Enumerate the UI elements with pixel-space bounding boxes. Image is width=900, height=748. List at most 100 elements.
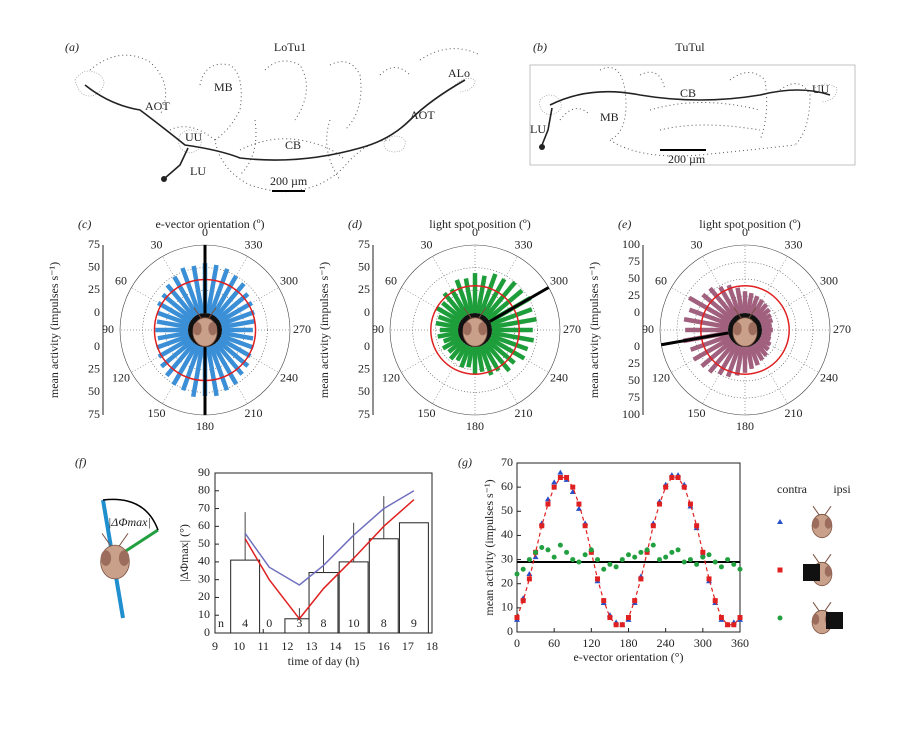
x-tick-label: 360 [731, 636, 749, 650]
polar-title: light spot position (º) [699, 217, 800, 231]
marker [582, 552, 588, 558]
head-icon [462, 307, 488, 347]
panel-title: LoTu1 [274, 40, 306, 54]
marker [675, 547, 681, 553]
marker [539, 523, 545, 529]
polar-bar [481, 343, 501, 372]
polar-bar [463, 278, 475, 314]
angle-label: 60 [385, 273, 397, 287]
spoke [432, 256, 467, 316]
y-tick-label: 20 [198, 589, 210, 603]
polar-bar [491, 316, 537, 330]
angle-label: 90 [642, 322, 654, 336]
mean-circle [430, 285, 520, 375]
polar-bar [688, 307, 730, 327]
antenna [747, 307, 757, 320]
direction-line [488, 286, 550, 323]
polar-bar [157, 336, 192, 359]
marker [725, 622, 731, 628]
angle-label: 0 [202, 225, 208, 239]
polar-bar [754, 341, 769, 357]
antenna [477, 307, 487, 320]
eye [732, 322, 742, 336]
polar-bar [449, 288, 469, 317]
marker [607, 615, 613, 621]
x-tick-label: 0 [514, 636, 520, 650]
marker [613, 622, 619, 628]
marker [663, 484, 669, 490]
polar-bar [208, 345, 230, 392]
polar-bar [435, 320, 459, 330]
legend-header: contra [777, 482, 808, 496]
angle-label: 120 [652, 370, 670, 384]
polar-bar [700, 339, 734, 369]
polar-bar [180, 345, 202, 392]
n-label: 9 [411, 616, 417, 630]
polar-bar [745, 346, 755, 370]
polar-bar [760, 333, 772, 342]
polar-bar [490, 307, 533, 327]
r-tick-label: 0 [634, 305, 640, 319]
polar-bar [683, 317, 729, 330]
r-tick-label: 75 [88, 237, 100, 251]
marker [687, 501, 693, 507]
x-axis-label: e-vector orientation (°) [573, 650, 683, 664]
angle-label: 330 [245, 238, 263, 252]
angle-label: 180 [736, 419, 754, 433]
region-label: UU [812, 82, 830, 96]
polar-bar [218, 336, 252, 359]
polar-bar [191, 346, 205, 398]
marker [545, 547, 551, 553]
polar-bar [214, 282, 246, 319]
marker [706, 552, 712, 558]
y-axis-label: mean activity (impulses s⁻¹) [47, 262, 61, 398]
eye [118, 550, 130, 566]
r-tick-label: 50 [628, 271, 640, 285]
polar-bar [734, 346, 745, 376]
polar-bar [687, 295, 732, 324]
polar-bar [745, 292, 754, 314]
angle-label: 180 [196, 419, 214, 433]
angle-label: 270 [563, 322, 581, 336]
polar-bar [155, 333, 190, 350]
marker [588, 547, 594, 553]
polar-bar [484, 341, 511, 373]
antenna [463, 307, 473, 320]
region-label: ALo [448, 66, 470, 80]
marker [551, 554, 557, 560]
antenna [101, 533, 112, 547]
angle-label: 240 [550, 370, 568, 384]
polar-bar [486, 288, 524, 321]
y-tick-label: 10 [198, 607, 210, 621]
angle-label: 30 [691, 238, 703, 252]
n-label: 10 [348, 616, 360, 630]
polar-bar [454, 279, 472, 315]
head-icon [192, 307, 218, 347]
occluder [803, 564, 820, 581]
polar-bar [165, 283, 196, 319]
polar-bar [171, 343, 199, 386]
y-tick-label: 10 [501, 600, 513, 614]
polar-bar [717, 343, 739, 376]
polar-bar [435, 305, 462, 324]
y-tick-label: 50 [501, 503, 513, 517]
marker [539, 545, 545, 550]
marker [718, 564, 724, 570]
y-tick-label: 50 [198, 536, 210, 550]
inset-arc [102, 498, 159, 531]
angle-label: 330 [785, 238, 803, 252]
y-axis-label: |ΔΦmax| (°) [177, 524, 191, 582]
angle-label: 180 [466, 419, 484, 433]
r-tick-label: 50 [88, 259, 100, 273]
r-tick-label: 25 [358, 361, 370, 375]
r-tick-label: 25 [628, 288, 640, 302]
direction-line [661, 331, 729, 347]
polar-title: light spot position (º) [429, 217, 530, 231]
panel-b-drawing [529, 64, 856, 166]
marker [532, 554, 539, 560]
polar-bar [205, 264, 219, 314]
y-tick-label: 60 [501, 479, 513, 493]
marker [700, 554, 706, 560]
occluder [826, 612, 843, 629]
